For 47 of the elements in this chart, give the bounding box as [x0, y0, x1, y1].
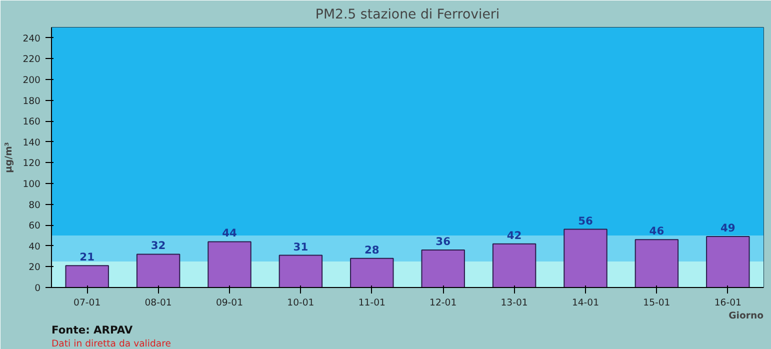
- x-tick-label: 10-01: [287, 298, 314, 308]
- y-tick-label: 0: [34, 283, 41, 294]
- data-label: 42: [506, 228, 522, 242]
- x-tick-label: 07-01: [74, 298, 101, 308]
- y-tick-label: 60: [28, 220, 41, 232]
- bar: [634, 239, 679, 288]
- y-tick-label: 160: [22, 116, 41, 128]
- x-axis-title: Giorno: [728, 310, 764, 322]
- data-label: 21: [80, 250, 95, 264]
- y-tick-label: 200: [22, 75, 41, 86]
- x-tick-label: 12-01: [430, 298, 457, 308]
- x-tick-label: 13-01: [500, 298, 528, 308]
- x-tick-label: 14-01: [572, 298, 600, 308]
- y-tick-label: 220: [22, 54, 41, 66]
- bar: [564, 228, 608, 288]
- x-tick-label: 09-01: [216, 298, 244, 308]
- bar: [350, 258, 394, 288]
- text: Dati in diretta da validare: [52, 338, 172, 349]
- x-tick-label: 08-01: [144, 298, 172, 308]
- bar: [706, 236, 750, 288]
- y-tick-label: 80: [28, 200, 41, 211]
- y-axis-title: µg/m³: [4, 142, 15, 173]
- data-label: 49: [720, 222, 736, 235]
- data-label: 36: [436, 235, 451, 248]
- data-label: 56: [578, 214, 593, 228]
- bar: [208, 241, 252, 288]
- bar: [492, 243, 536, 288]
- y-tick-label: 40: [28, 241, 41, 252]
- y-tick-label: 100: [22, 179, 41, 190]
- data-label: 28: [364, 243, 380, 256]
- bar: [278, 254, 323, 288]
- data-label: 46: [649, 224, 664, 238]
- source-note: Fonte: ARPAV: [52, 324, 134, 336]
- chart-title: PM2.5 stazione di Ferrovieri: [315, 8, 500, 22]
- x-tick-label: 16-01: [714, 298, 742, 308]
- bar: [136, 254, 180, 288]
- y-tick-label: 140: [22, 137, 41, 148]
- y-tick-label: 180: [22, 96, 41, 107]
- y-tick-label: 240: [22, 33, 41, 44]
- data-label: 31: [293, 240, 308, 254]
- bar: [65, 265, 109, 288]
- x-tick-label: 15-01: [643, 298, 670, 308]
- bar: [421, 250, 465, 288]
- x-tick-label: 11-01: [358, 298, 386, 308]
- y-tick-label: 120: [22, 158, 41, 170]
- y-tick-label: 20: [28, 262, 41, 274]
- data-label: 32: [150, 239, 166, 252]
